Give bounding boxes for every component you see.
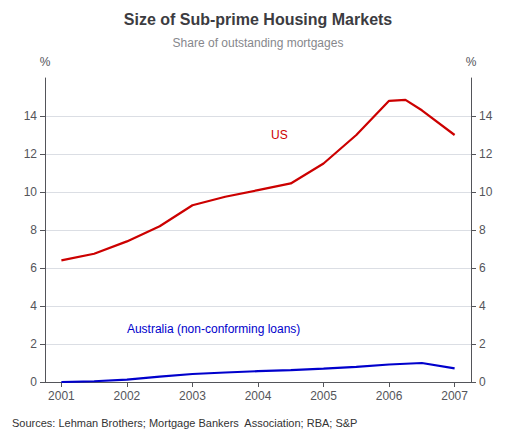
svg-text:2004: 2004 <box>245 389 272 403</box>
svg-text:2005: 2005 <box>310 389 337 403</box>
svg-text:14: 14 <box>24 109 38 123</box>
svg-text:Sources: Lehman Brothers; Mort: Sources: Lehman Brothers; Mortgage Banke… <box>12 417 357 429</box>
svg-text:0: 0 <box>30 375 37 389</box>
svg-text:10: 10 <box>24 185 38 199</box>
svg-text:2001: 2001 <box>48 389 75 403</box>
svg-text:2003: 2003 <box>179 389 206 403</box>
svg-text:4: 4 <box>479 299 486 313</box>
svg-text:2: 2 <box>30 337 37 351</box>
svg-text:8: 8 <box>30 223 37 237</box>
svg-text:12: 12 <box>479 147 493 161</box>
svg-text:%: % <box>40 55 51 69</box>
svg-text:4: 4 <box>30 299 37 313</box>
svg-text:US: US <box>271 128 288 142</box>
svg-text:8: 8 <box>479 223 486 237</box>
svg-text:2006: 2006 <box>376 389 403 403</box>
svg-text:12: 12 <box>24 147 38 161</box>
svg-text:2: 2 <box>479 337 486 351</box>
svg-text:Share of outstanding mortgages: Share of outstanding mortgages <box>173 36 344 50</box>
svg-text:14: 14 <box>479 109 493 123</box>
svg-text:Size of Sub-prime Housing Mark: Size of Sub-prime Housing Markets <box>124 11 393 28</box>
svg-text:6: 6 <box>479 261 486 275</box>
svg-text:0: 0 <box>479 375 486 389</box>
svg-text:2002: 2002 <box>114 389 141 403</box>
svg-text:2007: 2007 <box>441 389 468 403</box>
svg-text:Australia (non-conforming loan: Australia (non-conforming loans) <box>127 322 300 336</box>
svg-text:6: 6 <box>30 261 37 275</box>
svg-text:%: % <box>466 55 477 69</box>
svg-text:10: 10 <box>479 185 493 199</box>
